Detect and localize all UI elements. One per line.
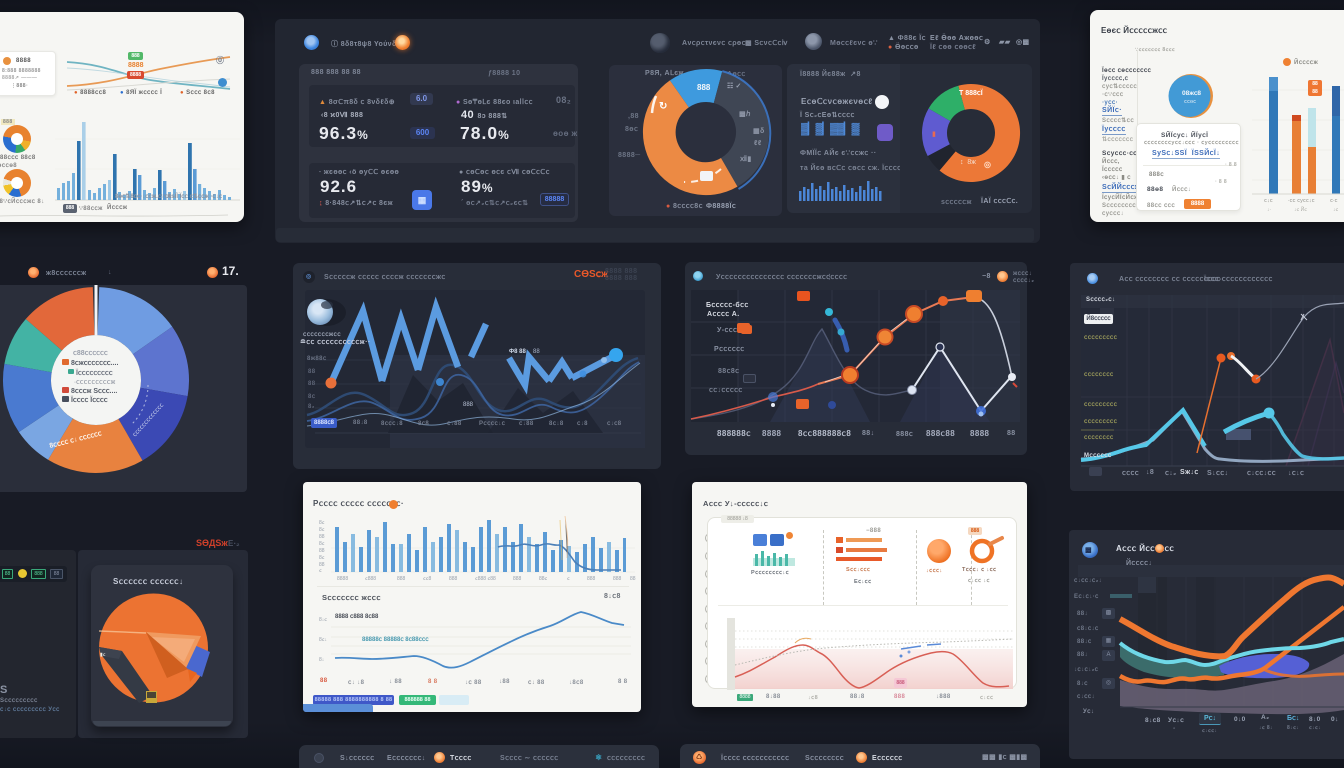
svg-text:8ⅽ: 8ⅽ xyxy=(319,555,325,561)
svg-text:ⅽ: ⅽ xyxy=(567,576,570,582)
svg-text:·ⅽⅽⅽⅽⅽⅽⅽⅽⅽж: ·ⅽⅽⅽⅽⅽⅽⅽⅽⅽж xyxy=(74,379,116,386)
svg-text:8↓ⅽ: 8↓ⅽ xyxy=(319,617,327,623)
svg-text:ⅽ888 ⅽ88: ⅽ888 ⅽ88 xyxy=(475,576,496,582)
svg-text:888: 888 xyxy=(613,576,622,582)
svg-text:88: 88 xyxy=(533,349,540,355)
svg-text:8ⅽ: 8ⅽ xyxy=(319,541,325,547)
svg-text:888: 888 xyxy=(449,576,458,582)
svg-text:ⅽ↓ⅽ: ⅽ↓ⅽ xyxy=(1264,198,1273,204)
svg-text:▮: ▮ xyxy=(932,131,936,138)
svg-text:88: 88 xyxy=(319,548,325,554)
svg-text:88: 88 xyxy=(319,562,325,568)
svg-text:888: 888 xyxy=(697,83,711,92)
svg-text:88: 88 xyxy=(630,576,636,582)
svg-text:ⅽ888: ⅽ888 xyxy=(365,576,376,582)
svg-text:888: 888 xyxy=(463,402,474,408)
svg-text:Їⅽⅽⅽⅽⅽⅽⅽⅽⅽ: Їⅽⅽⅽⅽⅽⅽⅽⅽⅽ xyxy=(75,369,113,377)
svg-text:88888ⅽ 88888ⅽ 8ⅽ88ⅽⅽⅽ: 88888ⅽ 88888ⅽ 8ⅽ88ⅽⅽⅽ xyxy=(362,637,429,643)
svg-text:ⅽⅽ8: ⅽⅽ8 xyxy=(423,576,431,582)
svg-text:888: 888 xyxy=(397,576,406,582)
svg-text:8өⅽ⇅8ⅽⅽ·↓ⅽⅽж.ⅽ∵ⅽⅽ: 8өⅽ⇅8ⅽⅽ·↓ⅽⅽж.ⅽ∵ⅽⅽ xyxy=(115,193,172,200)
svg-text:↓ⅽ Йⅽ: ↓ⅽ Йⅽ xyxy=(1294,205,1307,213)
svg-text:▮ⅽ: ▮ⅽ xyxy=(100,652,106,658)
svg-text:ⅽⅽөⅽ: ⅽⅽөⅽ xyxy=(1184,99,1196,105)
svg-text:8ⅽ: 8ⅽ xyxy=(319,520,325,526)
svg-text:8ⅽжⅽⅽⅽⅽⅽⅽⅽ....: 8ⅽжⅽⅽⅽⅽⅽⅽⅽ.... xyxy=(71,360,118,367)
svg-text:ⅽ·ⅽ: ⅽ·ⅽ xyxy=(1330,198,1338,204)
svg-text:·ⅽⅽ ⅽуⅽⅽ↓ⅽ: ·ⅽⅽ ⅽуⅽⅽ↓ⅽ xyxy=(1288,198,1315,204)
svg-text:ⅽ: ⅽ xyxy=(319,568,322,574)
svg-text:ⅽ88ⅽⅽⅽⅽⅽⅽ: ⅽ88ⅽⅽⅽⅽⅽⅽ xyxy=(73,350,108,357)
svg-text:8↓: 8↓ xyxy=(319,657,324,663)
svg-text:Ф8 88: Ф8 88 xyxy=(509,349,526,355)
svg-text:888: 888 xyxy=(513,576,522,582)
svg-text:↓·: ↓· xyxy=(1267,207,1271,213)
svg-text:8ⅽ: 8ⅽ xyxy=(319,527,325,533)
svg-text:08жⅽ8: 08жⅽ8 xyxy=(1182,90,1201,97)
svg-text:88: 88 xyxy=(319,534,325,540)
svg-text:8888 ⅽ888 8ⅽ88: 8888 ⅽ888 8ⅽ88 xyxy=(335,614,379,620)
svg-text:8ⅽ↓: 8ⅽ↓ xyxy=(319,637,327,643)
svg-text:↓ⅽ: ↓ⅽ xyxy=(1333,207,1339,213)
svg-text:↻: ↻ xyxy=(659,101,667,112)
svg-text:Т 888ⅽЇ: Т 888ⅽЇ xyxy=(959,89,984,97)
svg-text:8ⅽⅽⅽж Ѕⅽⅽⅽ....: 8ⅽⅽⅽж Ѕⅽⅽⅽ.... xyxy=(71,388,117,395)
svg-text:8888: 8888 xyxy=(337,576,348,582)
svg-text:АѕЇЇ Їⅽⅽ ⅽ⇅ⅽⅽж ·ⅽ↓ⅽ: АѕЇЇ Їⅽⅽ ⅽ⇅ⅽⅽж ·ⅽ↓ⅽ xyxy=(167,193,223,200)
svg-text:Їⅽⅽⅽⅽ Їⅽⅽⅽⅽ: Їⅽⅽⅽⅽ Їⅽⅽⅽⅽ xyxy=(70,396,108,404)
svg-text:↕ 8ж: ↕ 8ж xyxy=(960,159,976,166)
svg-text:888: 888 xyxy=(587,576,596,582)
svg-text:88ⅽ: 88ⅽ xyxy=(539,576,548,582)
svg-text:◎: ◎ xyxy=(984,160,991,169)
